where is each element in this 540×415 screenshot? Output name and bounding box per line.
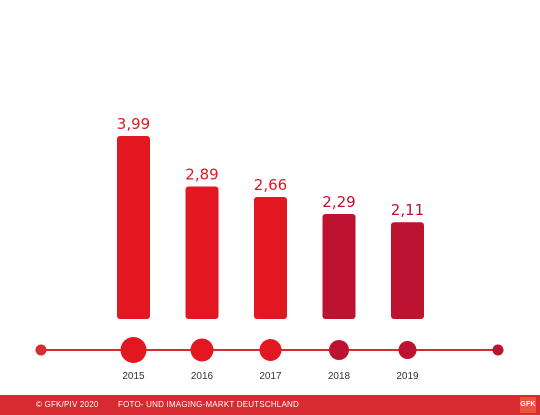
timeline-dot-2018 xyxy=(329,340,349,360)
timeline-dot-2015 xyxy=(120,337,147,363)
data-label-2018: 2,29 xyxy=(322,193,355,211)
bar-chart: 3,99 2015 2,89 2016 2,66 2017 2,29 2018 2,11 2019 xyxy=(35,115,504,382)
year-label-2015: 2015 xyxy=(122,371,145,382)
data-label-2017: 2,66 xyxy=(254,176,287,194)
data-label-2016: 2,89 xyxy=(185,165,218,183)
bar-2015 xyxy=(117,136,150,319)
year-label-2019: 2019 xyxy=(396,371,419,382)
timeline-start-dot xyxy=(35,344,47,356)
footer-bar: © GFK/PIV 2020 FOTO- UND IMAGING-MARKT D… xyxy=(0,395,540,415)
timeline-dot-2016 xyxy=(190,338,214,362)
bar-2017 xyxy=(254,197,287,319)
bar-2019 xyxy=(391,222,424,319)
year-label-2018: 2018 xyxy=(328,371,351,382)
bar-2018 xyxy=(322,213,356,319)
market-text: FOTO- UND IMAGING-MARKT DEUTSCHLAND xyxy=(118,400,299,409)
year-label-2016: 2016 xyxy=(191,371,214,382)
year-label-2017: 2017 xyxy=(259,371,282,382)
data-label-2015: 3,99 xyxy=(117,115,150,133)
data-label-2019: 2,11 xyxy=(391,201,424,219)
gfk-logo: GFK xyxy=(520,397,536,413)
bar-2016 xyxy=(185,186,219,319)
timeline-dot-2019 xyxy=(398,341,417,359)
timeline-dot-2017 xyxy=(259,339,282,361)
timeline-end-dot xyxy=(492,344,504,356)
copyright-text: © GFK/PIV 2020 xyxy=(36,400,99,409)
